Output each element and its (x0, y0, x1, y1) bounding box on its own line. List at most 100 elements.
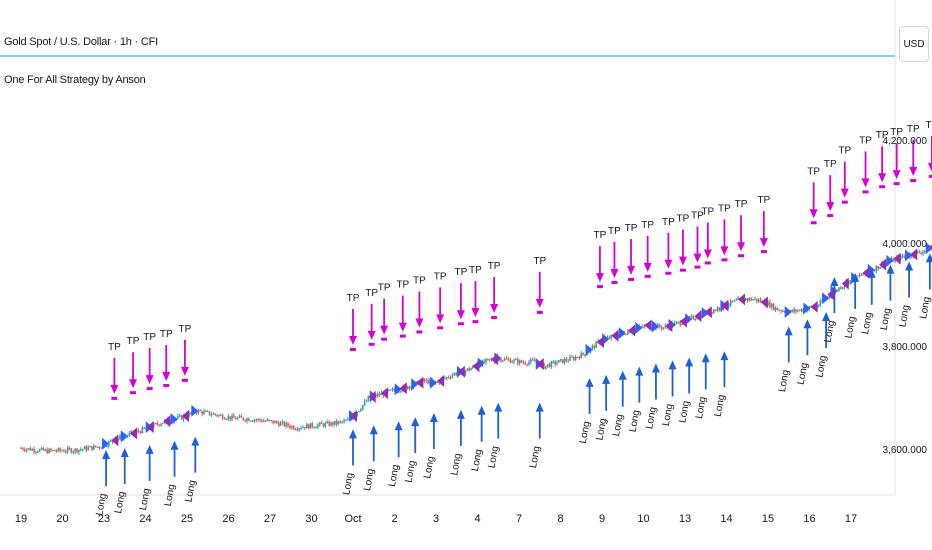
candle-body (199, 410, 202, 412)
candle-body (922, 251, 924, 254)
candle-body (240, 416, 243, 418)
candle-body (746, 298, 749, 301)
candle-body (466, 368, 469, 371)
candle-body (72, 451, 75, 453)
candle-body (408, 386, 411, 389)
candle-body (423, 379, 426, 382)
candle-body (916, 251, 919, 253)
candle-body (248, 418, 250, 422)
tp-label: TP (378, 283, 391, 294)
candle-body (51, 450, 54, 452)
candle-body (470, 368, 472, 371)
signals-layer: Long Long Long Long Long Long Long Long Long Long… (94, 120, 932, 516)
price-axis[interactable]: 3,600.000 3,800.000 4,000.000 4,200.000 (883, 136, 928, 456)
candle-body (188, 412, 190, 417)
tp-bar (862, 190, 869, 194)
tp-label: TP (718, 203, 731, 214)
exit-marker (879, 258, 887, 271)
candle-body (302, 427, 304, 429)
long-arrow-head (905, 261, 914, 271)
exit-marker (416, 376, 424, 389)
price-tick-label: 4,000.000 (883, 239, 928, 250)
candle-body (531, 359, 534, 361)
entry-marker (394, 383, 402, 396)
candle-body (272, 420, 274, 424)
candle-body (55, 451, 58, 453)
candle-body (714, 309, 717, 311)
candle-body (817, 305, 820, 307)
candle-body (388, 389, 390, 391)
tp-arrow-head (415, 318, 424, 328)
symbol-title[interactable]: Gold Spot / U.S. Dollar · 1h · CFI (4, 36, 158, 48)
time-tick-label: 16 (803, 513, 815, 525)
long-label: Long (163, 483, 178, 507)
candle-body (65, 451, 67, 453)
candle-body (251, 420, 254, 422)
long-arrow-head (349, 429, 357, 439)
tp-arrow-head (643, 262, 652, 272)
exit-marker (644, 319, 652, 332)
entry-marker (635, 321, 643, 334)
tp-label: TP (160, 329, 173, 340)
exit-marker (810, 300, 818, 313)
long-label: Long (594, 417, 609, 441)
candle-body (580, 352, 583, 359)
tp-arrow-head (909, 167, 918, 177)
long-arrow-head (851, 272, 860, 282)
candle-body (274, 421, 276, 424)
entry-marker (429, 376, 437, 389)
candle-body (584, 354, 586, 356)
candle-body (177, 416, 179, 419)
candle-body (507, 358, 510, 360)
long-arrow-head (701, 353, 710, 363)
time-axis[interactable]: 19 20 23 24 25 26 27 30 Oct 2 3 4 7 8 9 10 13 14 15 16 17 (15, 513, 857, 525)
candle-body (38, 449, 41, 452)
candle-body (98, 446, 101, 448)
candle-body (860, 274, 863, 276)
candle-body (203, 411, 205, 415)
long-label: Long (578, 421, 593, 445)
indicator-title[interactable]: One For All Strategy by Anson (4, 74, 146, 86)
candle-body (128, 433, 131, 436)
tp-label: TP (735, 199, 748, 210)
candle-body (35, 451, 37, 453)
tp-arrow-head (180, 366, 189, 376)
candle-body (96, 446, 99, 448)
exit-marker (457, 365, 465, 378)
candle-body (425, 380, 428, 382)
candle-body (757, 299, 760, 302)
long-label: Long (879, 307, 894, 331)
candle-body (335, 421, 338, 425)
long-label: Long (341, 472, 356, 496)
candle-body (563, 359, 566, 363)
candle-body (182, 415, 185, 420)
tp-arrow-head (471, 308, 480, 318)
tp-label: TP (434, 271, 447, 282)
time-tick-label: 23 (98, 513, 110, 525)
exit-marker (704, 306, 712, 319)
candle-body (694, 318, 696, 320)
candle-body (546, 364, 549, 366)
candle-body (253, 419, 256, 422)
candle-body (74, 448, 76, 452)
long-label: Long (897, 304, 912, 328)
tp-label: TP (608, 226, 621, 237)
candle-body (593, 345, 596, 348)
candle-body (143, 427, 146, 429)
tp-arrow-head (349, 335, 357, 345)
candle-body (220, 414, 222, 416)
candle-body (111, 440, 114, 442)
candle-body (277, 422, 280, 426)
currency-button[interactable]: USD (899, 26, 929, 62)
candle-body (559, 359, 562, 361)
candle-body (141, 427, 144, 434)
exit-marker (368, 390, 376, 403)
long-arrow-head (867, 268, 876, 278)
candle-body (591, 345, 594, 348)
tp-label: TP (876, 130, 889, 141)
tp-label: TP (807, 166, 820, 177)
candle-body (225, 418, 228, 420)
long-label: Long (628, 409, 643, 433)
candle-body (776, 307, 779, 311)
